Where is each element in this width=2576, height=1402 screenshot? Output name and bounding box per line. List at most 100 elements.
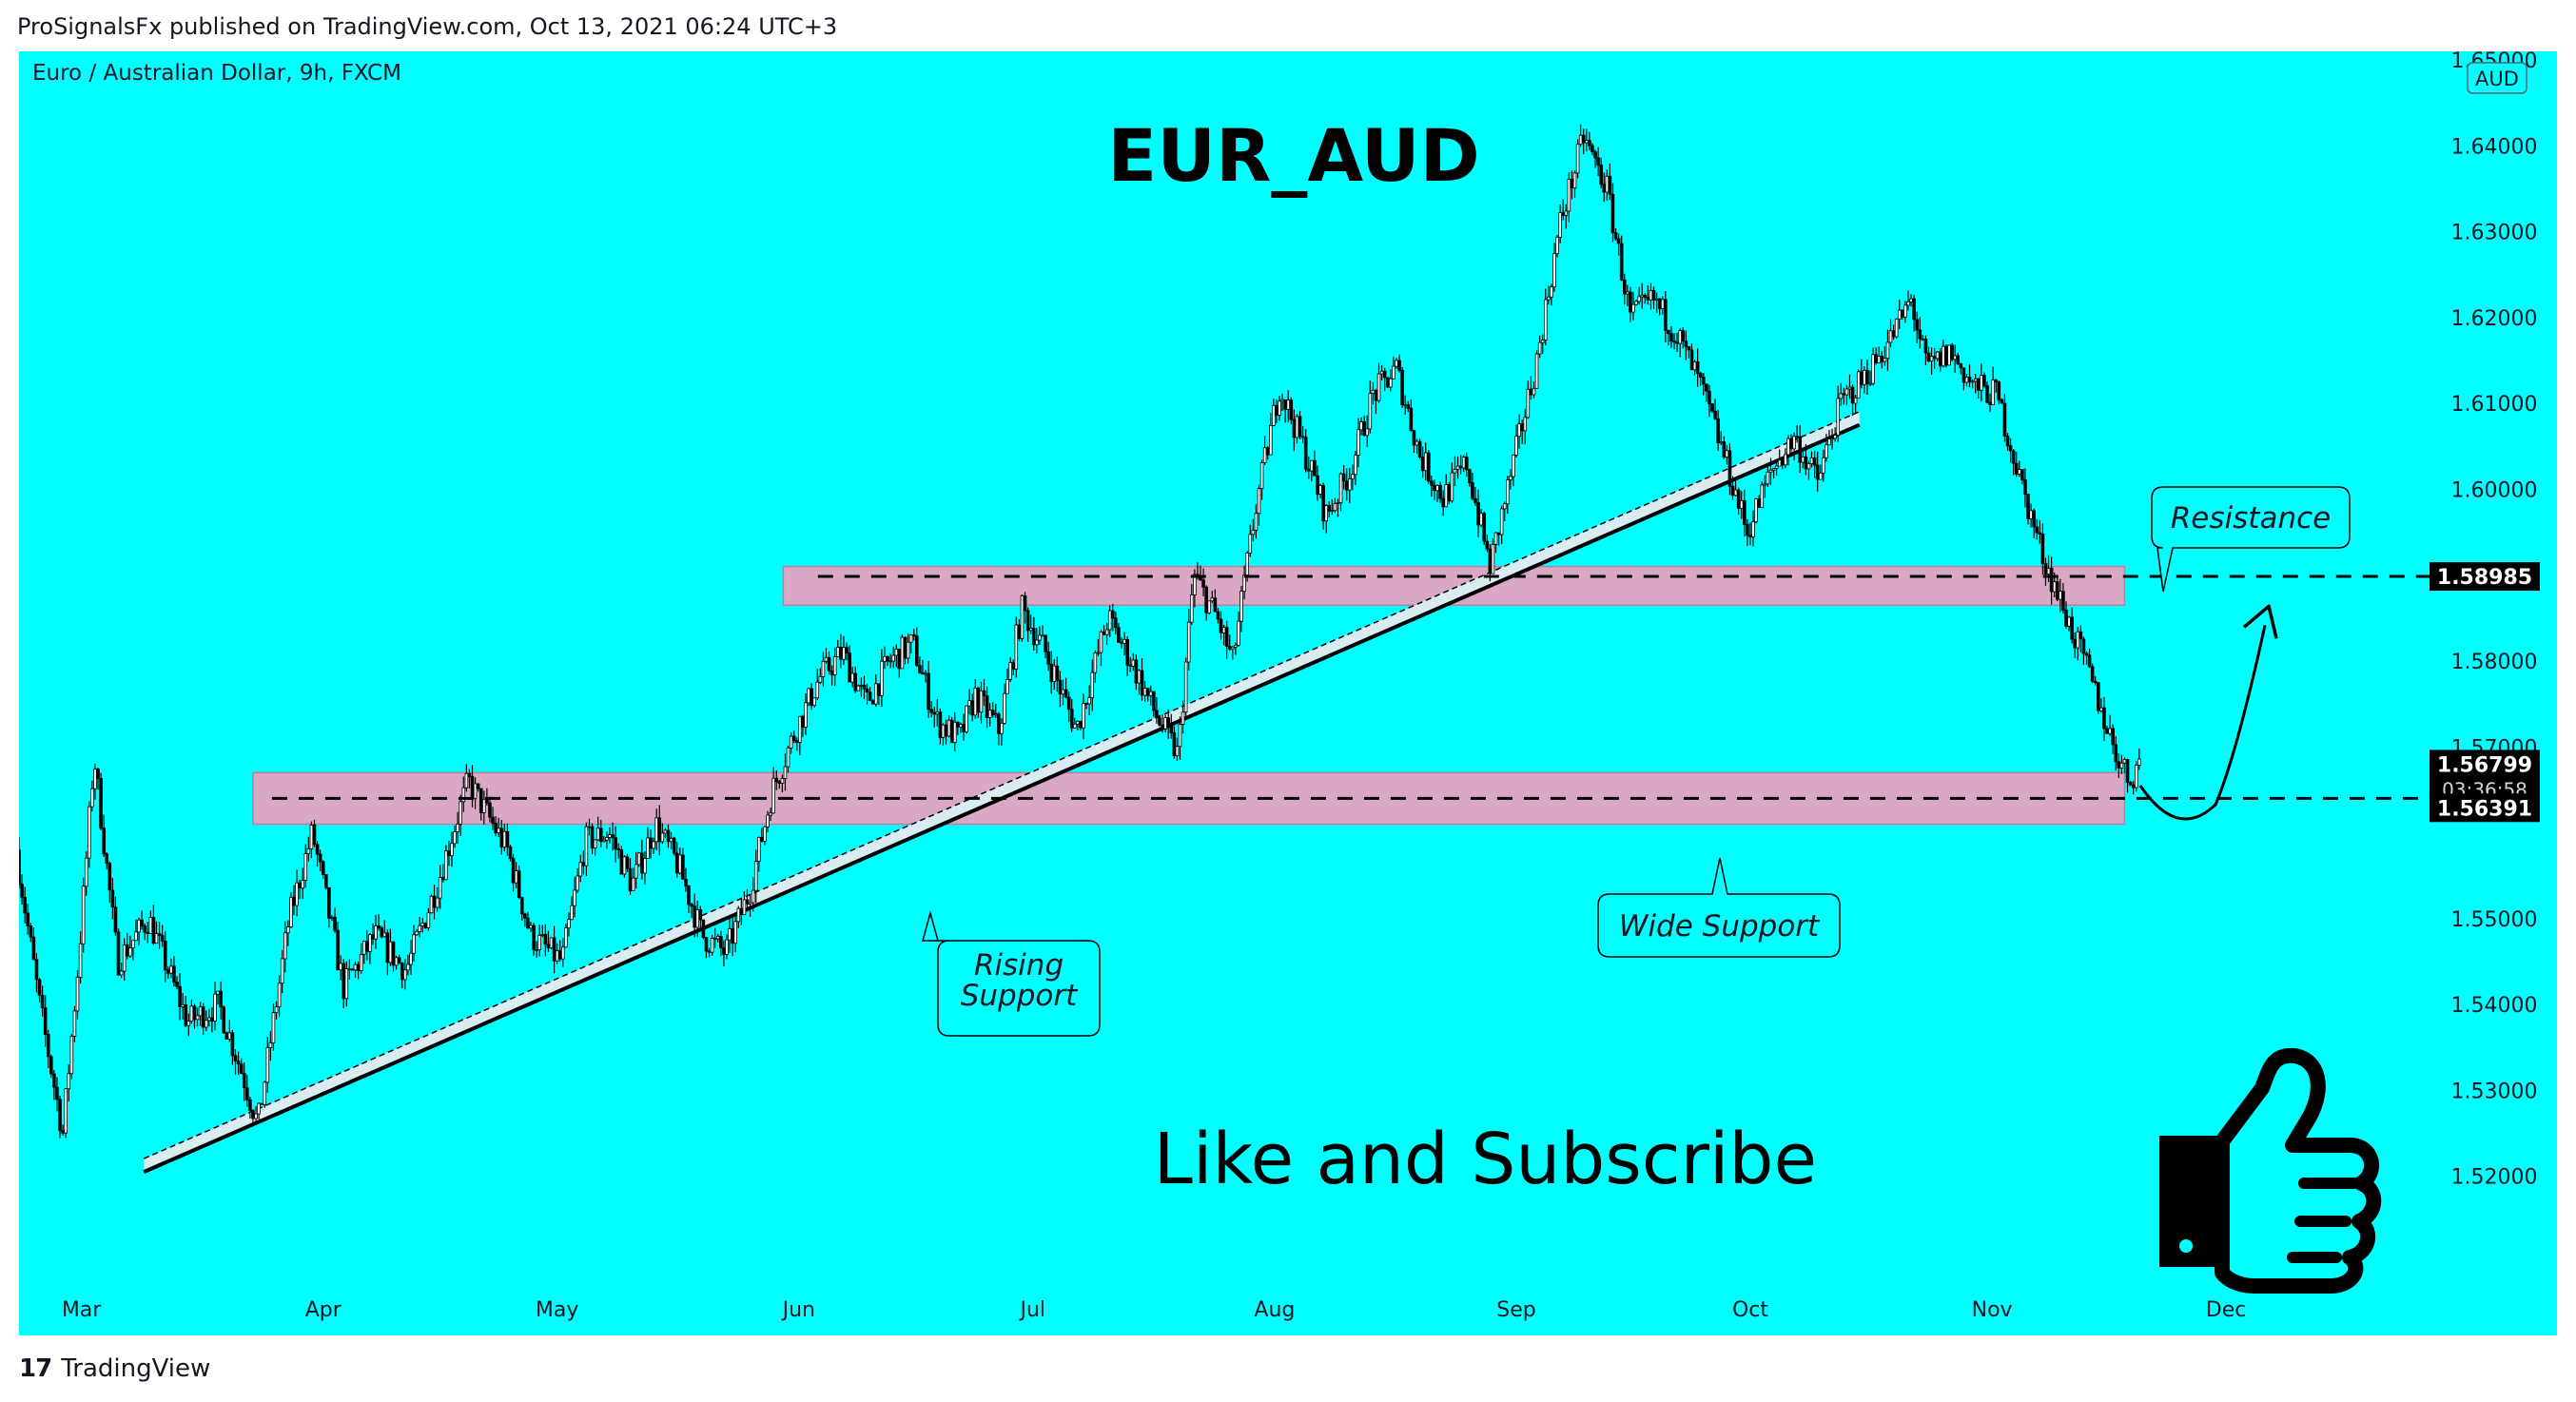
candle [1561,199,1566,221]
candle [1008,656,1012,683]
chart-canvas[interactable]: 1.650001.640001.630001.620001.610001.600… [19,51,2557,1335]
candle [1049,651,1054,694]
candle [1142,680,1147,702]
candle [1120,637,1123,649]
candle [2137,748,2141,770]
candle [973,678,978,719]
candle [564,924,568,948]
candle [175,976,179,990]
candle [1376,362,1381,403]
candle [1880,351,1884,369]
candle [578,854,583,883]
candle [994,704,998,718]
candle [1286,390,1291,422]
candle [459,794,463,836]
wide-support-callout[interactable]: Wide Support [1597,857,1841,958]
candle [151,905,156,945]
candle [163,930,167,983]
candle [766,810,770,832]
candle [172,956,176,987]
candle [1825,434,1828,462]
candle [1850,384,1855,417]
candle [976,686,981,718]
candle [412,925,416,962]
candle [102,814,106,858]
candle [1692,360,1697,376]
candle [26,904,30,935]
candle [356,961,361,980]
candle [400,962,404,988]
candle [1926,346,1931,362]
candle [505,824,510,856]
candle [1073,717,1077,729]
candle [1701,373,1706,396]
candle [1417,438,1422,459]
candle [956,721,960,735]
candle [1710,402,1714,414]
candle [927,661,930,718]
currency-badge-frame[interactable] [2467,62,2527,94]
candle [2076,626,2080,661]
candle [786,746,790,773]
levels-layer [271,574,2454,821]
candle [96,768,100,790]
candle [110,877,115,920]
candle [1953,344,1957,373]
rising-support-line-upper[interactable] [143,411,1861,1159]
candle [1585,128,1589,152]
candle [1441,490,1445,516]
candle [2078,625,2083,653]
candle [99,772,103,831]
candle [1748,522,1752,546]
candle [1722,436,1727,459]
resistance-callout[interactable]: Resistance [2151,486,2351,593]
candle [248,1097,252,1120]
candle [160,925,165,947]
candle [64,1087,68,1139]
candle [482,790,486,825]
tradingview-footer[interactable]: 17 TradingView [19,1354,210,1383]
zones-layer [252,565,2126,826]
candle [476,783,480,792]
candle [1836,385,1840,442]
candle [1321,482,1325,530]
candle [1023,592,1027,624]
candle [1221,625,1226,646]
candle [672,836,676,856]
candle [1567,172,1571,223]
tradingview-logo-text: TradingView [61,1354,211,1383]
candle [1657,298,1662,316]
support-price-label[interactable]: 1.56391 [2430,793,2540,823]
candle [1406,400,1411,413]
candle [1874,347,1878,365]
candle [1868,370,1872,387]
candle [350,967,355,971]
candle [952,711,957,752]
candle [997,711,1001,746]
candle [447,840,451,867]
candle [1058,671,1063,708]
candle [435,886,439,912]
resistance-price-label[interactable]: 1.58985 [2430,562,2540,592]
candle [1950,342,1954,361]
candle [1646,285,1650,305]
candle [929,700,933,718]
candle [725,934,729,960]
chart-panel[interactable]: 1.650001.640001.630001.620001.610001.600… [19,51,2557,1335]
candle [494,816,498,837]
candle [1590,143,1594,156]
candle [1262,436,1267,465]
y-tick-label: 1.63000 [2451,222,2538,245]
projection-path[interactable] [2138,624,2267,821]
candle [1859,359,1864,389]
candle [265,1037,270,1093]
x-tick-label: Jul [1018,1298,1045,1322]
candle [1588,131,1591,151]
currency-badge[interactable]: AUD [2475,68,2519,90]
candle [280,949,284,994]
candle [1283,399,1287,423]
candle [1259,459,1264,500]
candle [1991,366,1995,406]
candle [277,975,282,1018]
